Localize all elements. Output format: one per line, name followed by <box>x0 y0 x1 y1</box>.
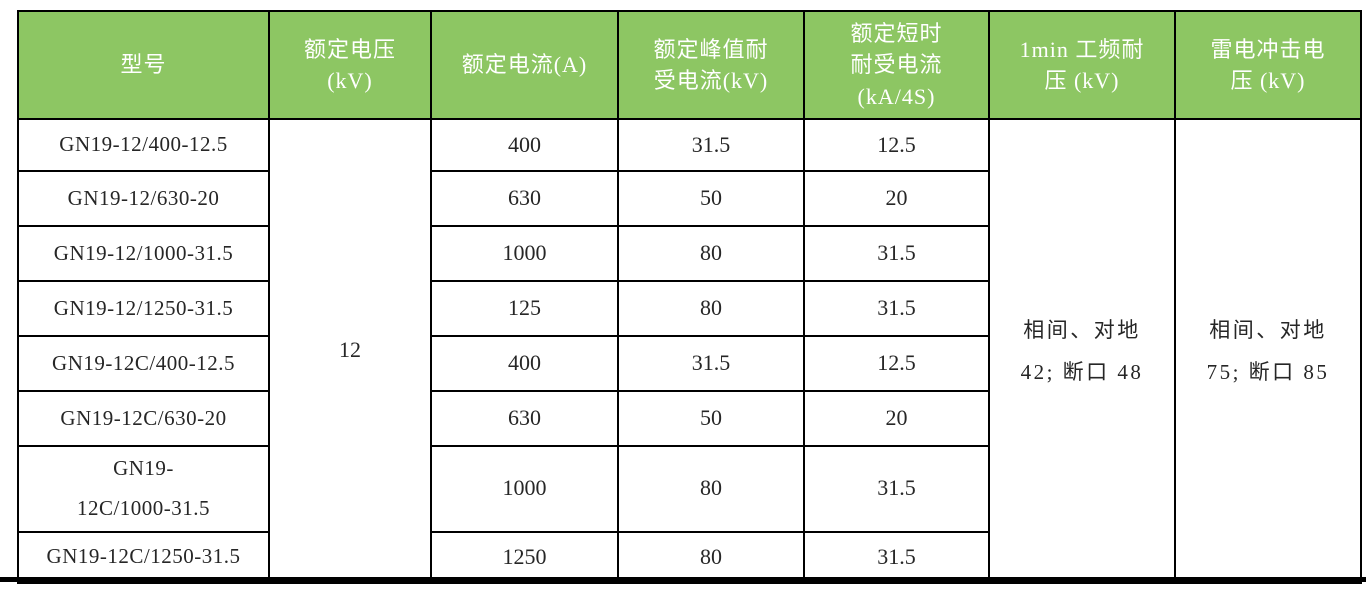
short-time-cell: 31.5 <box>803 225 990 282</box>
model-cell: GN19-12/1250-31.5 <box>17 280 270 337</box>
model-cell: GN19-12/630-20 <box>17 170 270 227</box>
model-cell: GN19- 12C/1000-31.5 <box>17 445 270 533</box>
short-time-cell: 31.5 <box>803 280 990 337</box>
current-cell: 400 <box>430 118 619 172</box>
spec-table-container: 型号 额定电压 (kV) 额定电流(A) 额定峰值耐 受电流(kV) 额定短时 … <box>17 10 1362 584</box>
peak-cell: 80 <box>617 280 805 337</box>
peak-cell: 31.5 <box>617 118 805 172</box>
current-cell: 1250 <box>430 530 619 584</box>
peak-cell: 80 <box>617 530 805 584</box>
current-cell: 125 <box>430 280 619 337</box>
rated-voltage-merged-cell: 12 <box>268 118 432 584</box>
table-row: GN19-12C/630-20 630 50 20 <box>17 390 1361 447</box>
short-time-cell: 20 <box>803 390 990 447</box>
col-header-rated-voltage: 额定电压 (kV) <box>268 10 432 120</box>
col-header-rated-current: 额定电流(A) <box>430 10 619 120</box>
col-header-power-freq: 1min 工频耐 压 (kV) <box>988 10 1176 120</box>
model-cell: GN19-12C/630-20 <box>17 390 270 447</box>
current-cell: 630 <box>430 390 619 447</box>
power-freq-merged-cell: 相间、对地 42; 断口 48 <box>988 118 1176 584</box>
short-time-cell: 31.5 <box>803 530 990 584</box>
model-cell: GN19-12/400-12.5 <box>17 118 270 172</box>
short-time-cell: 31.5 <box>803 445 990 533</box>
short-time-cell: 20 <box>803 170 990 227</box>
current-cell: 1000 <box>430 225 619 282</box>
short-time-cell: 12.5 <box>803 118 990 172</box>
current-cell: 400 <box>430 335 619 392</box>
peak-cell: 50 <box>617 170 805 227</box>
table-row: GN19- 12C/1000-31.5 1000 80 31.5 <box>17 445 1361 533</box>
table-row: GN19-12/1000-31.5 1000 80 31.5 <box>17 225 1361 282</box>
col-header-peak-withstand: 额定峰值耐 受电流(kV) <box>617 10 805 120</box>
col-header-lightning: 雷电冲击电 压 (kV) <box>1174 10 1362 120</box>
bottom-rule <box>0 577 1366 582</box>
peak-cell: 31.5 <box>617 335 805 392</box>
model-cell: GN19-12C/400-12.5 <box>17 335 270 392</box>
lightning-merged-cell: 相间、对地 75; 断口 85 <box>1174 118 1362 584</box>
model-cell: GN19-12/1000-31.5 <box>17 225 270 282</box>
peak-cell: 80 <box>617 225 805 282</box>
col-header-model: 型号 <box>17 10 270 120</box>
table-row: GN19-12/630-20 630 50 20 <box>17 170 1361 227</box>
current-cell: 630 <box>430 170 619 227</box>
table-row: GN19-12/400-12.5 12 400 31.5 12.5 相间、对地 … <box>17 118 1362 584</box>
current-cell: 1000 <box>430 445 619 533</box>
peak-cell: 80 <box>617 445 805 533</box>
col-header-short-time: 额定短时 耐受电流 (kA/4S) <box>803 10 990 120</box>
model-cell: GN19-12C/1250-31.5 <box>17 530 270 584</box>
peak-cell: 50 <box>617 390 805 447</box>
table-row: GN19-12/1250-31.5 125 80 31.5 <box>17 280 1361 337</box>
spec-table: 型号 额定电压 (kV) 额定电流(A) 额定峰值耐 受电流(kV) 额定短时 … <box>17 10 1362 584</box>
short-time-cell: 12.5 <box>803 335 990 392</box>
table-row: GN19-12C/400-12.5 400 31.5 12.5 <box>17 335 1361 392</box>
header-row: 型号 额定电压 (kV) 额定电流(A) 额定峰值耐 受电流(kV) 额定短时 … <box>17 10 1362 120</box>
